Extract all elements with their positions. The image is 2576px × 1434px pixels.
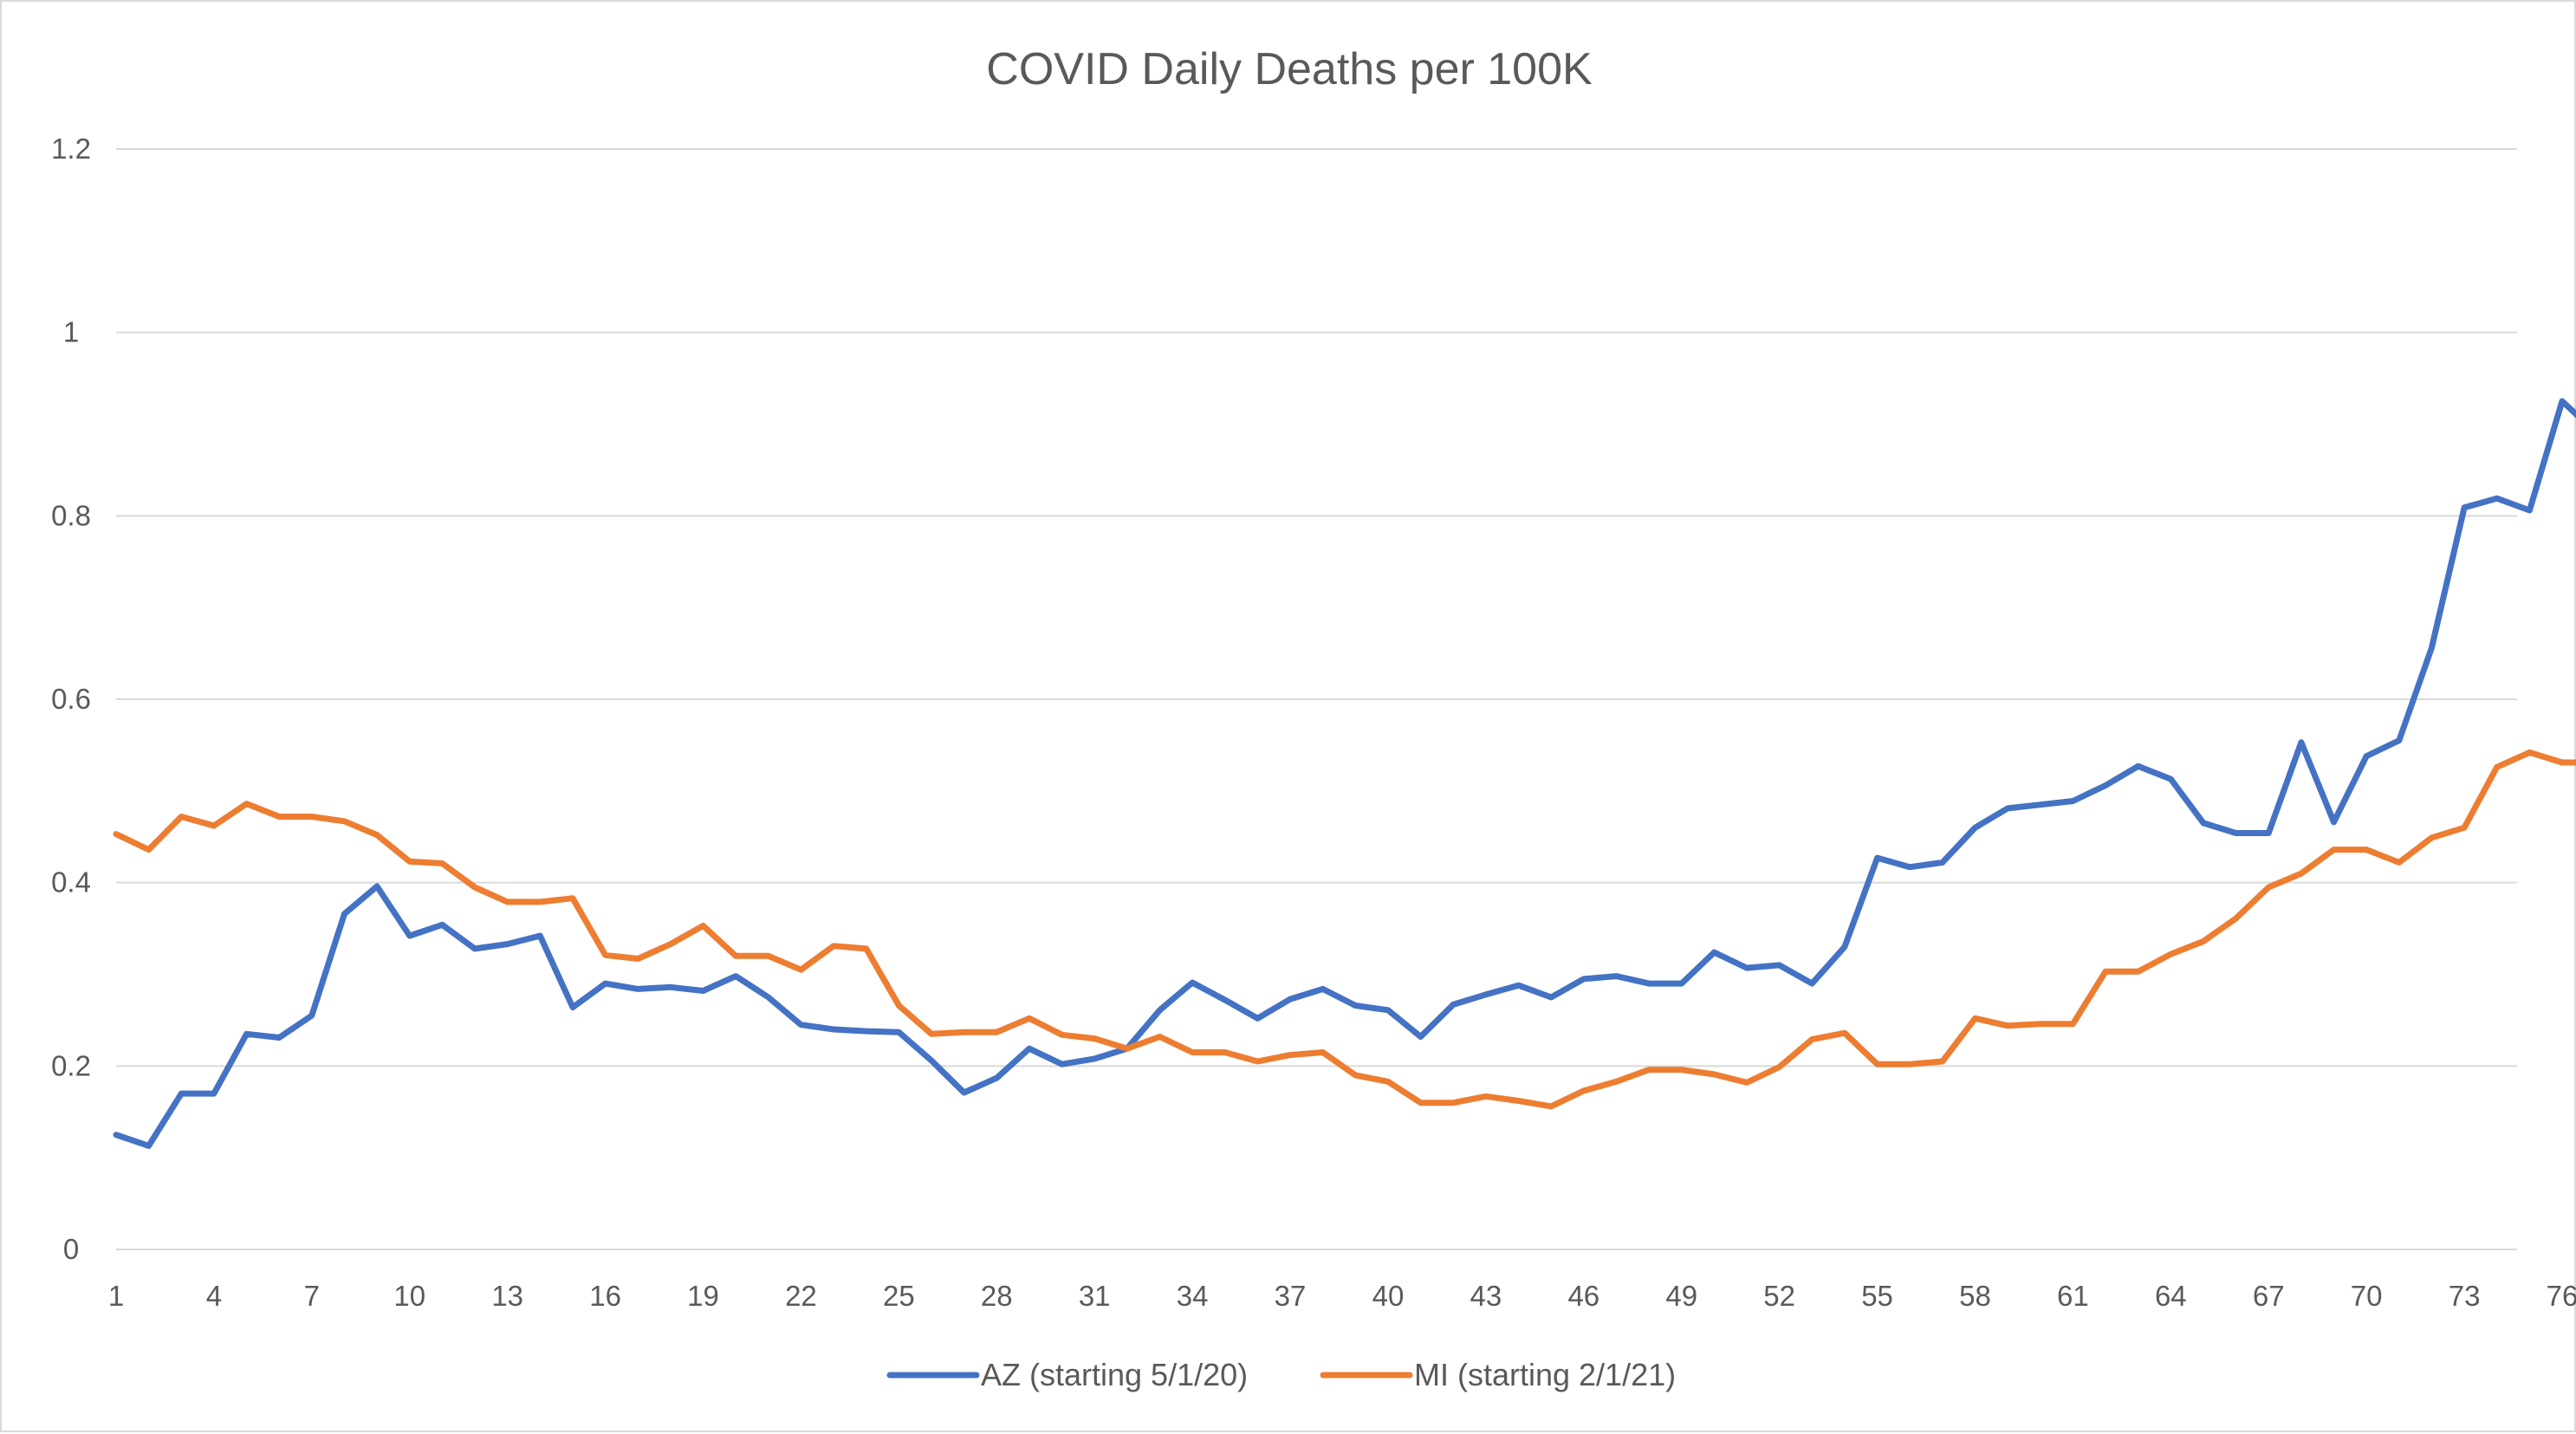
x-tick-label: 34 [1177,1280,1209,1312]
x-tick-label: 52 [1763,1280,1795,1312]
gridlines [116,148,2517,1250]
x-tick-label: 19 [687,1280,719,1312]
y-tick-label: 0.6 [51,683,91,715]
x-tick-label: 28 [981,1280,1013,1312]
chart-title: COVID Daily Deaths per 100K [986,44,1593,94]
x-tick-label: 22 [785,1280,817,1312]
x-tick-label: 10 [393,1280,425,1312]
y-tick-label: 1.2 [51,133,91,165]
y-tick-label: 0.2 [51,1049,91,1081]
x-tick-label: 13 [491,1280,523,1312]
x-tick-label: 70 [2351,1280,2383,1312]
x-tick-label: 40 [1372,1280,1405,1312]
x-tick-label: 64 [2155,1280,2187,1312]
x-axis-tick-labels: 1 4 7 10 13 16 19 22 25 28 31 34 37 40 43 46 49 52 55 58 61 6… [108,1280,2576,1312]
x-tick-label: 58 [1959,1280,1991,1312]
series-lines [113,398,2576,1149]
y-tick-label: 0.4 [51,866,91,899]
x-tick-label: 4 [206,1280,222,1312]
x-tick-label: 61 [2057,1280,2089,1312]
series-line-az [113,398,2576,1149]
x-tick-label: 37 [1275,1280,1307,1312]
y-tick-label: 0.8 [51,499,91,531]
x-tick-label: 16 [589,1280,621,1312]
x-tick-label: 7 [304,1280,320,1312]
y-axis-tick-labels: 0 0.2 0.4 0.6 0.8 1 1.2 [51,133,91,1265]
series-line-mi [113,749,2576,1110]
x-tick-label: 49 [1665,1280,1697,1312]
x-tick-label: 1 [108,1280,124,1312]
y-tick-label: 1 [63,316,79,348]
x-tick-label: 25 [883,1280,915,1312]
x-tick-label: 67 [2253,1280,2285,1312]
x-tick-label: 46 [1567,1280,1599,1312]
x-tick-label: 43 [1470,1280,1502,1312]
y-tick-label: 0 [63,1233,79,1265]
x-tick-label: 55 [1861,1280,1893,1312]
legend: AZ (starting 5/1/20) MI (starting 2/1/21) [886,1357,1676,1392]
x-tick-label: 73 [2449,1280,2481,1312]
legend-label: MI (starting 2/1/21) [1414,1357,1676,1392]
x-tick-label: 76 [2547,1280,2576,1312]
legend-label: AZ (starting 5/1/20) [981,1357,1248,1392]
x-tick-label: 31 [1079,1280,1111,1312]
